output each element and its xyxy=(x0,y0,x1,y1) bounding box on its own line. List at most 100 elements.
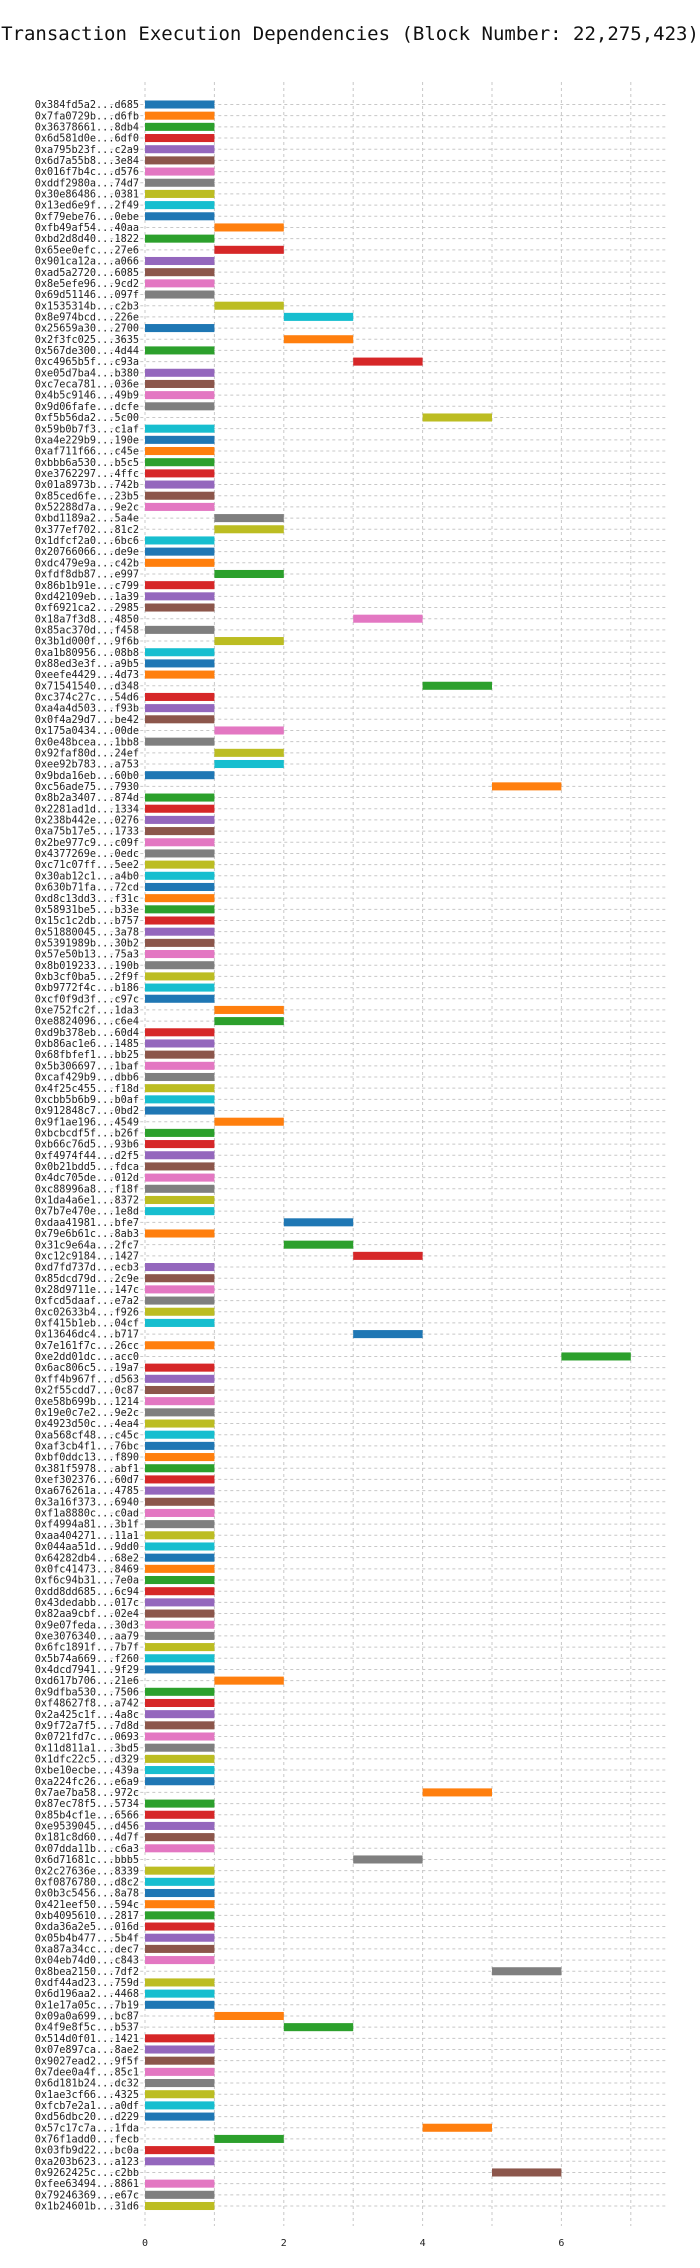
transaction-bar xyxy=(145,1195,215,1204)
y-tick-label: 0x8b019233...190b xyxy=(35,961,139,972)
y-tick-label: 0x4dc705de...012d xyxy=(35,1173,139,1184)
y-tick-label: 0x57e50b13...75a3 xyxy=(35,950,139,961)
y-tick-label: 0xbe10ecbe...439a xyxy=(35,1766,139,1777)
transaction-bar xyxy=(145,1475,215,1484)
y-tick-label: 0x88ed3e3f...a9b5 xyxy=(35,659,139,670)
y-tick-label: 0xa4a4d503...f93b xyxy=(35,704,139,715)
transaction-bar xyxy=(145,1140,215,1149)
y-tick-label: 0xcbb5b6b9...b0af xyxy=(35,1095,139,1106)
transaction-bar xyxy=(145,1844,215,1853)
transaction-bar xyxy=(145,212,215,221)
y-tick-label: 0xf6921ca2...2985 xyxy=(35,603,139,614)
y-tick-label: 0x8bea2150...7df2 xyxy=(35,1967,139,1978)
y-tick-label: 0xfb49af54...40aa xyxy=(35,223,139,234)
transaction-bar xyxy=(353,357,423,366)
transaction-bar xyxy=(422,2123,492,2132)
y-tick-label: 0xdf44ad23...759d xyxy=(35,1978,139,1989)
y-tick-label: 0x09a0a699...bc87 xyxy=(35,2012,139,2023)
transaction-bar xyxy=(145,446,215,456)
transaction-bar xyxy=(283,335,354,344)
y-tick-label: 0xe752fc2f...1da3 xyxy=(35,1006,139,1017)
transaction-bar xyxy=(145,2201,215,2211)
y-tick-label: 0xe05d7ba4...b380 xyxy=(35,368,139,379)
y-tick-label: 0xa795b23f...c2a9 xyxy=(35,145,139,156)
transaction-bar xyxy=(422,413,492,422)
transaction-bar xyxy=(145,2034,215,2043)
y-tick-label: 0x0721fd7c...0693 xyxy=(35,1732,139,1743)
y-tick-label: 0xf1a8880c...c0ad xyxy=(35,1509,139,1520)
transaction-bar xyxy=(145,1978,215,1987)
y-tick-label: 0xf4974f44...d2f5 xyxy=(35,1151,139,1162)
y-tick-label: 0xdd8dd685...6c94 xyxy=(35,1587,139,1598)
bars xyxy=(145,100,631,2211)
y-tick-label: 0xc56ade75...7930 xyxy=(35,782,139,793)
y-tick-label: 0x28d9711e...147c xyxy=(35,1285,139,1296)
transaction-bar xyxy=(214,1005,284,1014)
transaction-bar xyxy=(145,536,215,545)
y-tick-label: 0x85ac370d...f458 xyxy=(35,625,139,636)
y-tick-label: 0xd9b378eb...60d4 xyxy=(35,1028,139,1039)
y-tick-label: 0x5b74a669...f260 xyxy=(35,1654,139,1665)
transaction-bar xyxy=(145,648,215,657)
transaction-bar xyxy=(145,1587,215,1596)
transaction-bar xyxy=(145,1542,215,1551)
transaction-bar xyxy=(145,1072,215,1082)
transaction-bar xyxy=(214,1117,284,1126)
transaction-bar xyxy=(145,1631,215,1640)
transaction-bar xyxy=(145,1721,215,1730)
transaction-bar xyxy=(145,1128,215,1137)
y-tick-label: 0x514d0f01...1421 xyxy=(35,2034,139,2045)
transaction-bar xyxy=(145,1609,215,1618)
y-tick-label: 0x381f5978...abf1 xyxy=(35,1464,139,1475)
transaction-bar xyxy=(145,1766,215,1775)
transaction-bar xyxy=(145,659,215,668)
transaction-bar xyxy=(145,1922,215,1931)
transaction-bar xyxy=(145,2190,215,2199)
transaction-bar xyxy=(145,1486,215,1495)
y-tick-label: 0x9027ead2...9f5f xyxy=(35,2056,139,2067)
transaction-bar xyxy=(145,1151,215,1160)
transaction-bar xyxy=(145,1531,215,1540)
y-tick-label: 0x85b4cf1e...6566 xyxy=(35,1810,139,1821)
y-tick-label: 0x1e17a05c...7b19 xyxy=(35,2000,139,2011)
y-tick-label: 0x0b3c5456...8a78 xyxy=(35,1889,139,1900)
transaction-bar xyxy=(145,1654,215,1663)
y-tick-label: 0x6d71681c...bbb5 xyxy=(35,1855,139,1866)
transaction-bar xyxy=(214,569,284,579)
transaction-bar xyxy=(145,581,215,590)
y-tick-label: 0xc88996a8...f18f xyxy=(35,1184,139,1195)
y-tick-label: 0x7e161f7c...26cc xyxy=(35,1341,139,1352)
transaction-bar xyxy=(145,994,215,1003)
transaction-bar xyxy=(214,1676,284,1685)
y-tick-label: 0xff4b967f...d563 xyxy=(35,1374,139,1385)
y-tick-label: 0x9f72a7f5...7d8d xyxy=(35,1721,139,1732)
transaction-bar xyxy=(145,1385,215,1395)
transaction-bar xyxy=(145,290,215,299)
transaction-bar xyxy=(145,502,215,511)
transaction-bar xyxy=(145,1564,215,1573)
transaction-bar xyxy=(145,1665,215,1674)
transaction-bar xyxy=(145,1743,215,1752)
transaction-bar xyxy=(145,1754,215,1763)
transaction-bar xyxy=(145,1285,215,1294)
y-tick-label: 0xaf711f66...c45e xyxy=(35,447,139,458)
transaction-bar xyxy=(145,1497,215,1506)
transaction-bar xyxy=(145,1956,215,1965)
transaction-bar xyxy=(353,1855,423,1864)
y-tick-label: 0xddf2980a...74d7 xyxy=(35,178,139,189)
y-tick-label: 0xfcd5daaf...e7a2 xyxy=(35,1296,139,1307)
y-tick-label: 0x07e897ca...8ae2 xyxy=(35,2045,139,2056)
y-tick-label: 0xef302376...60d7 xyxy=(35,1475,139,1486)
y-tick-label: 0x58931be5...b33e xyxy=(35,905,139,916)
transaction-bar xyxy=(145,1732,215,1741)
transaction-bar xyxy=(145,1274,215,1283)
transaction-bar xyxy=(145,1318,215,1327)
transaction-bar xyxy=(145,2000,215,2009)
y-tick-label: 0x18a7f3d8...4850 xyxy=(35,614,139,625)
transaction-bar xyxy=(214,2011,284,2020)
y-tick-label: 0x912848c7...0bd2 xyxy=(35,1106,139,1117)
transaction-bar xyxy=(214,525,284,534)
transaction-bar xyxy=(283,312,354,321)
transaction-bar xyxy=(145,1944,215,1953)
y-tick-label: 0x6d7a55b8...3e84 xyxy=(35,156,139,167)
